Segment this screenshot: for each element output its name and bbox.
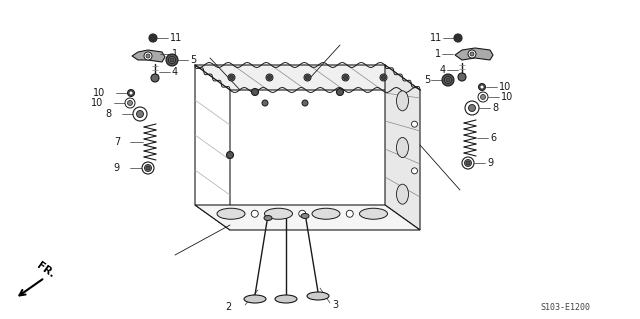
Circle shape bbox=[145, 165, 152, 172]
Text: 6: 6 bbox=[490, 133, 496, 143]
Text: 3: 3 bbox=[332, 300, 338, 310]
Circle shape bbox=[149, 34, 157, 42]
Text: 10: 10 bbox=[499, 82, 511, 92]
Circle shape bbox=[462, 157, 474, 169]
Circle shape bbox=[151, 74, 159, 82]
Circle shape bbox=[466, 161, 470, 165]
Circle shape bbox=[127, 90, 134, 97]
Text: 10: 10 bbox=[501, 92, 513, 102]
Text: 7: 7 bbox=[114, 137, 120, 147]
Circle shape bbox=[304, 74, 311, 81]
Circle shape bbox=[470, 52, 474, 56]
Text: 9: 9 bbox=[114, 163, 120, 173]
Circle shape bbox=[170, 58, 174, 62]
Circle shape bbox=[337, 88, 344, 95]
Circle shape bbox=[342, 74, 349, 81]
Polygon shape bbox=[195, 65, 230, 230]
Text: 10: 10 bbox=[91, 98, 103, 108]
Text: 8: 8 bbox=[492, 103, 498, 113]
Circle shape bbox=[166, 54, 178, 66]
Ellipse shape bbox=[264, 216, 272, 220]
Circle shape bbox=[479, 84, 486, 91]
Circle shape bbox=[481, 94, 486, 100]
Circle shape bbox=[266, 74, 273, 81]
Circle shape bbox=[346, 210, 353, 217]
Text: 9: 9 bbox=[487, 158, 493, 168]
Circle shape bbox=[412, 121, 417, 127]
Polygon shape bbox=[195, 205, 420, 230]
Text: 2: 2 bbox=[226, 302, 232, 312]
Ellipse shape bbox=[360, 208, 387, 219]
Circle shape bbox=[268, 76, 271, 79]
Circle shape bbox=[458, 73, 466, 81]
Circle shape bbox=[228, 74, 235, 81]
Ellipse shape bbox=[217, 208, 245, 219]
Circle shape bbox=[142, 162, 154, 174]
Text: 11: 11 bbox=[170, 33, 182, 43]
Circle shape bbox=[144, 52, 152, 60]
Polygon shape bbox=[455, 48, 493, 60]
Ellipse shape bbox=[397, 137, 408, 158]
Circle shape bbox=[445, 77, 451, 84]
Circle shape bbox=[468, 50, 476, 58]
Circle shape bbox=[146, 166, 150, 170]
Circle shape bbox=[227, 152, 234, 159]
Circle shape bbox=[262, 100, 268, 106]
Circle shape bbox=[168, 56, 175, 63]
Ellipse shape bbox=[397, 91, 408, 111]
Polygon shape bbox=[132, 50, 165, 62]
Text: 4: 4 bbox=[172, 67, 178, 77]
Circle shape bbox=[468, 105, 476, 112]
Circle shape bbox=[125, 98, 135, 108]
Ellipse shape bbox=[275, 295, 297, 303]
Circle shape bbox=[454, 34, 462, 42]
Polygon shape bbox=[195, 65, 420, 90]
Circle shape bbox=[344, 76, 348, 79]
Circle shape bbox=[129, 91, 133, 95]
Text: 5: 5 bbox=[190, 55, 196, 65]
Text: S103-E1200: S103-E1200 bbox=[540, 303, 590, 313]
Ellipse shape bbox=[307, 292, 329, 300]
Circle shape bbox=[412, 168, 417, 174]
Circle shape bbox=[302, 100, 308, 106]
Polygon shape bbox=[385, 65, 420, 230]
Circle shape bbox=[480, 85, 484, 89]
Ellipse shape bbox=[264, 208, 292, 219]
Ellipse shape bbox=[301, 213, 309, 219]
Circle shape bbox=[442, 74, 454, 86]
Circle shape bbox=[127, 100, 132, 106]
Ellipse shape bbox=[244, 295, 266, 303]
Text: 1: 1 bbox=[172, 49, 178, 59]
Ellipse shape bbox=[312, 208, 340, 219]
Circle shape bbox=[305, 76, 310, 79]
Text: 10: 10 bbox=[93, 88, 105, 98]
Text: 4: 4 bbox=[440, 65, 446, 75]
Circle shape bbox=[252, 210, 259, 217]
Circle shape bbox=[465, 101, 479, 115]
Text: 11: 11 bbox=[429, 33, 442, 43]
Circle shape bbox=[478, 92, 488, 102]
Circle shape bbox=[133, 107, 147, 121]
Circle shape bbox=[299, 210, 306, 217]
Ellipse shape bbox=[397, 184, 408, 204]
Text: 1: 1 bbox=[435, 49, 441, 59]
Circle shape bbox=[146, 54, 150, 58]
Circle shape bbox=[230, 76, 234, 79]
Circle shape bbox=[136, 110, 143, 117]
Circle shape bbox=[380, 74, 387, 81]
Circle shape bbox=[465, 160, 472, 167]
Circle shape bbox=[150, 35, 156, 41]
Circle shape bbox=[252, 88, 259, 95]
Text: 8: 8 bbox=[105, 109, 111, 119]
Circle shape bbox=[456, 35, 461, 41]
Circle shape bbox=[446, 78, 450, 82]
Text: 5: 5 bbox=[424, 75, 430, 85]
Circle shape bbox=[381, 76, 385, 79]
Text: FR.: FR. bbox=[35, 261, 56, 280]
